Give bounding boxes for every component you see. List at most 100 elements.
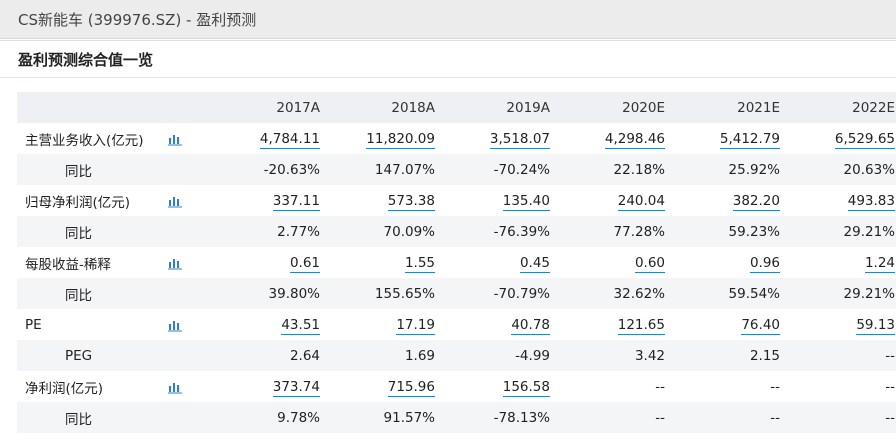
- bar-chart-icon[interactable]: [167, 256, 183, 270]
- table-row: PEG 2.64 1.69 -4.99 3.42 2.15 --: [17, 340, 896, 371]
- row-icon-cell: [167, 247, 207, 278]
- value-link[interactable]: 573.38: [387, 192, 435, 211]
- value-link[interactable]: 135.40: [502, 192, 550, 211]
- table-row: 净利润(亿元) 373.74 715.96 156.58 -- -- --: [17, 371, 896, 402]
- table-cell: 493.83: [782, 185, 896, 216]
- row-label: 归母净利润(亿元): [25, 194, 131, 211]
- table-cell: 3.42: [634, 347, 665, 364]
- table-cell: 32.62%: [613, 285, 665, 302]
- value-link[interactable]: 373.74: [272, 378, 320, 397]
- table-cell: 156.58: [437, 371, 552, 402]
- value-link[interactable]: 76.40: [741, 316, 780, 335]
- value-link[interactable]: 1.24: [864, 254, 895, 273]
- value-link[interactable]: 4,784.11: [259, 130, 320, 149]
- value-link[interactable]: 11,820.09: [366, 130, 435, 149]
- value-link[interactable]: 0.61: [289, 254, 320, 273]
- bar-chart-icon[interactable]: [167, 132, 183, 146]
- table-cell: 43.51: [207, 309, 322, 340]
- table-cell: 39.80%: [268, 285, 320, 302]
- table-cell: 1.69: [404, 347, 435, 364]
- table-row: 归母净利润(亿元) 337.11 573.38 135.40 240.04 382.20 4…: [17, 185, 896, 216]
- bar-chart-icon[interactable]: [167, 194, 183, 208]
- table-cell: -70.79%: [493, 285, 550, 302]
- table-cell: 1.55: [322, 247, 437, 278]
- value-link[interactable]: 43.51: [281, 316, 320, 335]
- header-year-2022: 2022E: [852, 99, 895, 116]
- row-icon-cell: [167, 123, 207, 154]
- bar-chart-icon[interactable]: [167, 380, 183, 394]
- panel-title: 盈利预测综合值一览: [0, 41, 896, 78]
- value-link[interactable]: 337.11: [272, 192, 320, 211]
- table-cell: 11,820.09: [322, 123, 437, 154]
- value-link[interactable]: 121.65: [617, 316, 665, 335]
- row-icon-cell: [167, 309, 207, 340]
- table-cell: 240.04: [552, 185, 667, 216]
- row-label: 净利润(亿元): [25, 380, 104, 397]
- table-cell: 1.24: [782, 247, 896, 278]
- value-link[interactable]: 4,298.46: [604, 130, 665, 149]
- table-cell: 373.74: [207, 371, 322, 402]
- table-cell: -78.13%: [493, 409, 550, 426]
- row-icon-cell: [167, 371, 207, 402]
- value-link[interactable]: 0.45: [519, 254, 550, 273]
- table-cell: 4,298.46: [552, 123, 667, 154]
- value-link[interactable]: 40.78: [511, 316, 550, 335]
- value-link[interactable]: 5,412.79: [719, 130, 780, 149]
- row-label: 同比: [65, 287, 92, 304]
- table-cell: 0.60: [552, 247, 667, 278]
- table-cell: 59.13: [782, 309, 896, 340]
- value-link[interactable]: 59.13: [856, 316, 895, 335]
- table-row: PE 43.51 17.19 40.78 121.65 76.40 59.13: [17, 309, 896, 340]
- table-cell: 77.28%: [613, 223, 665, 240]
- value-link[interactable]: 0.96: [749, 254, 780, 273]
- row-label: 每股收益-稀释: [25, 256, 111, 273]
- table-cell: 9.78%: [277, 409, 320, 426]
- bar-chart-icon[interactable]: [167, 318, 183, 332]
- table-cell: 0.45: [437, 247, 552, 278]
- forecast-table: 2017A 2018A 2019A 2020E 2021E 2022E 主营业务…: [17, 92, 896, 433]
- table-cell: 121.65: [552, 309, 667, 340]
- table-cell: 155.65%: [374, 285, 435, 302]
- table-cell: 17.19: [322, 309, 437, 340]
- value-link[interactable]: 493.83: [847, 192, 895, 211]
- table-cell: 91.57%: [383, 409, 435, 426]
- table-cell: 3,518.07: [437, 123, 552, 154]
- row-icon-cell: [167, 340, 207, 371]
- value-link[interactable]: 715.96: [387, 378, 435, 397]
- table-cell: 22.18%: [613, 161, 665, 178]
- table-cell: 2.77%: [277, 223, 320, 240]
- table-cell: 0.96: [667, 247, 782, 278]
- table-cell: 59.54%: [728, 285, 780, 302]
- value-link[interactable]: 6,529.65: [834, 130, 895, 149]
- table-cell: --: [770, 409, 780, 426]
- value-link[interactable]: 240.04: [617, 192, 665, 211]
- table-cell: 2.64: [289, 347, 320, 364]
- window-title: CS新能车 (399976.SZ) - 盈利预测: [18, 10, 257, 29]
- value-link[interactable]: 382.20: [732, 192, 780, 211]
- value-link[interactable]: 1.55: [404, 254, 435, 273]
- table-cell: 29.21%: [843, 223, 895, 240]
- row-icon-cell: [167, 185, 207, 216]
- table-cell: 29.21%: [843, 285, 895, 302]
- table-cell: 573.38: [322, 185, 437, 216]
- table-cell: 2.15: [749, 347, 780, 364]
- table-cell: --: [885, 347, 895, 364]
- table-row: 同比 39.80% 155.65% -70.79% 32.62% 59.54% 29.21%: [17, 278, 896, 309]
- table-cell: --: [885, 378, 895, 395]
- table-cell: 5,412.79: [667, 123, 782, 154]
- table-row: 主营业务收入(亿元) 4,784.11 11,820.09 3,518.07 4,298…: [17, 123, 896, 154]
- row-label: 主营业务收入(亿元): [25, 132, 144, 149]
- table-cell: -70.24%: [493, 161, 550, 178]
- table-cell: 40.78: [437, 309, 552, 340]
- table-header-row: 2017A 2018A 2019A 2020E 2021E 2022E: [17, 92, 896, 123]
- table-cell: 715.96: [322, 371, 437, 402]
- table-cell: --: [655, 409, 665, 426]
- row-label: 同比: [65, 411, 92, 428]
- value-link[interactable]: 17.19: [396, 316, 435, 335]
- table-cell: --: [655, 378, 665, 395]
- value-link[interactable]: 156.58: [502, 378, 550, 397]
- value-link[interactable]: 0.60: [634, 254, 665, 273]
- value-link[interactable]: 3,518.07: [489, 130, 550, 149]
- header-year-2017: 2017A: [276, 99, 320, 116]
- window-titlebar: CS新能车 (399976.SZ) - 盈利预测: [0, 0, 896, 39]
